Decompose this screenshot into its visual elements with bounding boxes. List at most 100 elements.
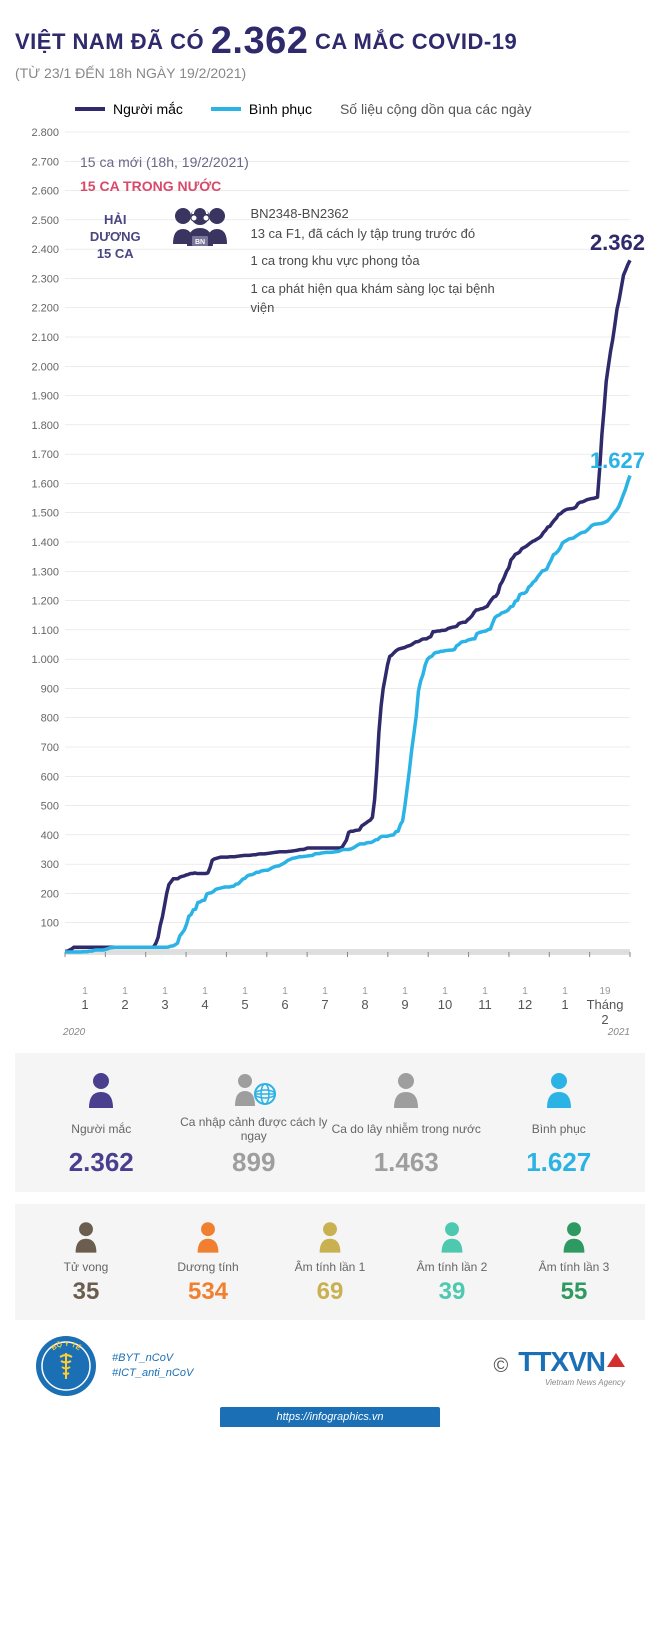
stat-value: 534 [147,1278,269,1306]
stat-value: 69 [269,1278,391,1306]
stat-value: 899 [178,1147,331,1178]
svg-text:1.300: 1.300 [31,566,59,578]
svg-text:2.500: 2.500 [31,215,59,227]
stat-icon [391,1220,513,1254]
svg-text:2.100: 2.100 [31,332,59,344]
month-label: 19Tháng 2 [585,986,625,1027]
chart-overlay: 15 ca mới (18h, 19/2/2021) 15 CA TRONG N… [80,154,500,318]
svg-text:1.200: 1.200 [31,596,59,608]
svg-text:1.800: 1.800 [31,420,59,432]
province-name: HẢI DƯƠNG [80,212,150,246]
month-label: 111 [465,986,505,1027]
infographic-container: VIỆT NAM ĐÃ CÓ 2.362 CA MẮC COVID-19 (TỪ… [0,0,660,1427]
url-bar-wrap: https://infographics.vn [15,1407,645,1427]
svg-text:400: 400 [41,830,59,842]
svg-text:600: 600 [41,771,59,783]
hashtag-2: #ICT_anti_nCoV [112,1366,193,1381]
province-count: 15 CA [80,246,150,263]
stat-label: Ca nhập cảnh được cách ly ngay [178,1115,331,1143]
stat-label: Dương tính [147,1260,269,1274]
stat-icon [330,1071,483,1109]
month-label: 112 [505,986,545,1027]
stat-label: Âm tính lần 1 [269,1260,391,1274]
month-label: 19 [385,986,425,1027]
bn-line2: 1 ca trong khu vực phong tỏa [250,251,500,271]
chart-area: 1002003004005006007008009001.0001.1001.2… [15,122,645,982]
stat-item: Âm tính lần 3 55 [513,1220,635,1306]
footer-right: © TTXVN Vietnam News Agency [493,1346,625,1387]
agency-subtitle: Vietnam News Agency [518,1378,625,1387]
agency-logo: TTXVN Vietnam News Agency [518,1346,625,1387]
stat-item: Ca nhập cảnh được cách ly ngay 899 [178,1071,331,1178]
stat-value: 35 [25,1278,147,1306]
footer-left: BỘ Y TẾ #BYT_nCoV #ICT_anti_nCoV [35,1335,193,1397]
svg-text:900: 900 [41,683,59,695]
domestic-cases-text: 15 CA TRONG NƯỚC [80,178,500,194]
stat-label: Người mắc [25,1115,178,1143]
svg-text:1.100: 1.100 [31,625,59,637]
svg-text:2.000: 2.000 [31,361,59,373]
stat-item: Người mắc 2.362 [25,1071,178,1178]
stat-item: Ca do lây nhiễm trong nước 1.463 [330,1071,483,1178]
flag-icon [607,1353,625,1367]
year-left: 2020 [63,1027,85,1038]
bn-details: BN2348-BN2362 13 ca F1, đã cách ly tập t… [250,204,500,318]
month-label: 110 [425,986,465,1027]
x-axis-years: 2020 2021 [15,1027,645,1038]
legend-label-cases: Người mắc [113,101,183,117]
stat-icon [269,1220,391,1254]
month-label: 12 [105,986,145,1027]
svg-text:1.000: 1.000 [31,654,59,666]
stat-item: Tử vong 35 [25,1220,147,1306]
stat-value: 2.362 [25,1147,178,1178]
stat-label: Âm tính lần 2 [391,1260,513,1274]
province-label: HẢI DƯƠNG 15 CA [80,212,150,263]
stats-band-1: Người mắc 2.362 Ca nhập cảnh được cách l… [15,1053,645,1192]
legend-label-recovered: Bình phục [249,101,312,117]
stat-item: Âm tính lần 1 69 [269,1220,391,1306]
svg-text:2.600: 2.600 [31,186,59,198]
bn-line1: 13 ca F1, đã cách ly tập trung trước đó [250,224,500,244]
stat-icon [513,1220,635,1254]
stat-label: Âm tính lần 3 [513,1260,635,1274]
moh-badge-icon: BỘ Y TẾ [35,1335,97,1397]
footer: BỘ Y TẾ #BYT_nCoV #ICT_anti_nCoV © TTXVN [15,1320,645,1407]
svg-text:2.200: 2.200 [31,303,59,315]
svg-text:1.600: 1.600 [31,478,59,490]
people-icon: BN [165,204,235,254]
province-row: HẢI DƯƠNG 15 CA [80,204,500,318]
month-label: 11 [545,986,585,1027]
agency-name: TTXVN Vietnam News Agency [518,1346,625,1387]
title-number: 2.362 [211,20,309,62]
new-cases-text: 15 ca mới (18h, 19/2/2021) [80,154,500,170]
svg-text:1.900: 1.900 [31,391,59,403]
x-axis-month-numbers: 1112131415161718191101111121119Tháng 2 [15,986,645,1027]
bn-line3: 1 ca phát hiện qua khám sàng lọc tại bện… [250,279,500,318]
year-right: 2021 [608,1027,630,1038]
svg-text:300: 300 [41,859,59,871]
stat-icon [483,1071,636,1109]
legend-swatch-cases [75,107,105,111]
svg-text:1.500: 1.500 [31,508,59,520]
month-label: 16 [265,986,305,1027]
month-label: 11 [65,986,105,1027]
bn-badge-text: BN [195,239,205,246]
title-suffix: CA MẮC COVID-19 [315,29,517,54]
stat-value: 55 [513,1278,635,1306]
copyright-icon: © [493,1355,508,1378]
month-label: 14 [185,986,225,1027]
title-prefix: VIỆT NAM ĐÃ CÓ [15,29,204,54]
month-label: 15 [225,986,265,1027]
stat-icon [178,1071,331,1109]
month-label: 18 [345,986,385,1027]
stat-value: 1.627 [483,1147,636,1178]
legend-note: Số liệu cộng dồn qua các ngày [340,101,531,117]
chart-legend: Người mắc Bình phục Số liệu cộng dồn qua… [75,101,645,117]
svg-text:800: 800 [41,713,59,725]
url-bar: https://infographics.vn [220,1407,440,1427]
stat-item: Bình phục 1.627 [483,1071,636,1178]
stat-value: 1.463 [330,1147,483,1178]
stats-band-2: Tử vong 35 Dương tính 534 Âm tính lần 1 … [15,1204,645,1320]
legend-swatch-recovered [211,107,241,111]
hashtag-1: #BYT_nCoV [112,1351,193,1366]
